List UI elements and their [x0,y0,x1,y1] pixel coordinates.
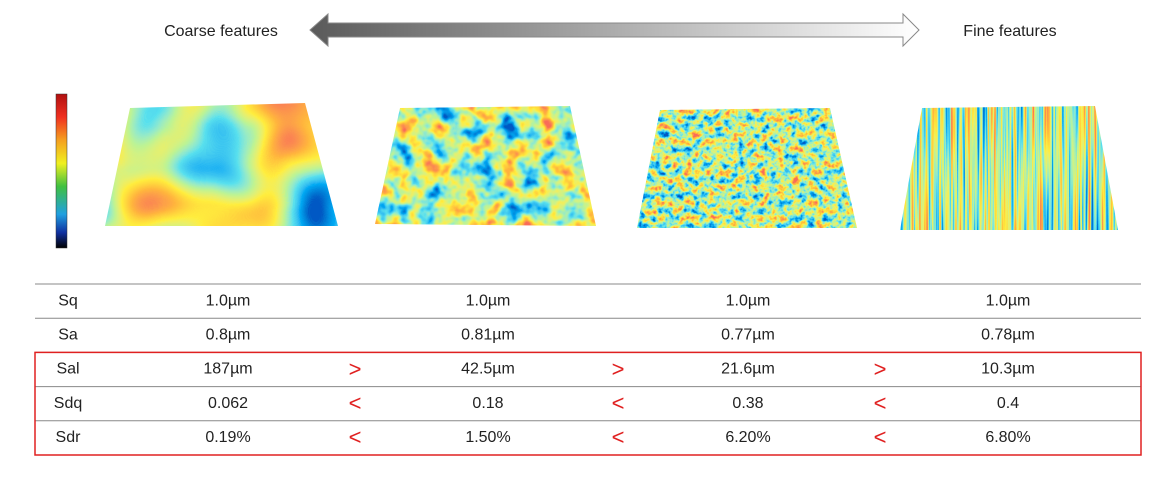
value-cell: 6.20% [725,429,770,446]
comparison: < [874,425,887,450]
comparison: < [874,391,887,416]
value-cell: 21.6µm [721,361,775,378]
comparison: > [874,356,887,381]
comparison: < [349,425,362,450]
fine-label: Fine features [963,23,1056,40]
color-bar [55,93,68,249]
comparison: > [349,356,362,381]
value-cell: 0.77µm [721,327,775,344]
parameter: Sal [56,361,79,378]
value-cell: 0.78µm [981,327,1035,344]
comparison: > [612,356,625,381]
comparison: < [349,391,362,416]
table: Sq 1.0µm 1.0µm 1.0µm 1.0µm Sa 0.8µm 0.81µm 0.77µ… [34,283,1142,456]
surfaces [105,103,1118,230]
value-cell: 187µm [203,361,252,378]
value-cell: 10.3µm [981,361,1035,378]
surface-map [375,106,596,226]
parameter: Sdr [56,429,82,446]
value-cell: 0.8µm [206,327,251,344]
coarse-label: Coarse features [164,23,278,40]
surface-map [900,106,1118,230]
value-cell: 0.38 [732,395,763,412]
comparison: < [612,391,625,416]
value-cell: 0.4 [997,395,1019,412]
parameter: Sa [58,327,78,344]
value-cell: 1.0µm [206,292,251,309]
highlight-box [34,351,1142,456]
value-cell: 1.0µm [466,292,511,309]
value-cell: 1.0µm [726,292,771,309]
value-cell: 0.18 [472,395,503,412]
surface-map [105,103,338,226]
value-cell: 1.0µm [986,292,1031,309]
value-cell: 42.5µm [461,361,515,378]
parameter: Sdq [54,395,82,412]
scale-arrow [309,12,920,48]
value-cell: 0.062 [208,395,248,412]
parameter: Sq [58,292,78,309]
value-cell: 6.80% [985,429,1030,446]
value-cell: 0.81µm [461,327,515,344]
surface-map [637,108,857,228]
value-cell: 1.50% [465,429,510,446]
value-cell: 0.19% [205,429,250,446]
comparison: < [612,425,625,450]
